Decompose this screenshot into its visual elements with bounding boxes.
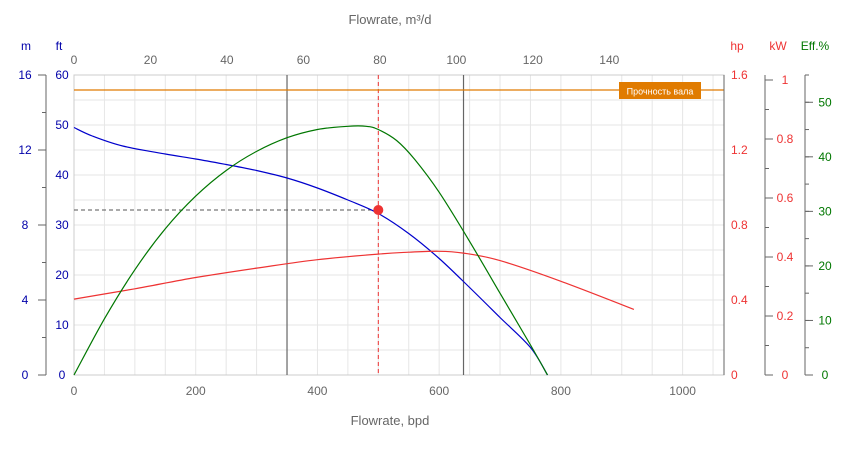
y-axis-label-hp: hp bbox=[730, 39, 744, 53]
y-axis-hp-tick-label: 1.6 bbox=[731, 68, 748, 82]
operating-boundaries bbox=[74, 75, 724, 375]
bottom-axis-title: Flowrate, bpd bbox=[351, 413, 430, 428]
y-axis-kw-tick-label: 0.4 bbox=[777, 250, 794, 264]
x-top-tick-label: 40 bbox=[220, 53, 234, 67]
y-axis-hp-tick-label: 0.8 bbox=[731, 218, 748, 232]
x-bottom-tick-label: 400 bbox=[307, 384, 327, 398]
y-axis-kw-tick-label: 0.2 bbox=[777, 309, 794, 323]
y-axis-m-tick-label: 16 bbox=[18, 68, 32, 82]
y-axis-kw-tick-label: 0 bbox=[782, 368, 789, 382]
x-top-tick-label: 80 bbox=[373, 53, 387, 67]
x-bottom-tick-label: 200 bbox=[186, 384, 206, 398]
y-axis-kw-tick-label: 0.6 bbox=[777, 191, 794, 205]
svg-text:Прочность вала: Прочность вала bbox=[627, 87, 694, 97]
y-axis-label-m: m bbox=[21, 39, 31, 53]
x-top-tick-label: 0 bbox=[71, 53, 78, 67]
shaft-limit-label: Прочность вала bbox=[619, 82, 701, 99]
y-axis-kw-tick-label: 1 bbox=[782, 73, 789, 87]
y-axis-ft-tick-label: 40 bbox=[55, 168, 69, 182]
y-axis-ft-tick-label: 20 bbox=[55, 268, 69, 282]
x-bottom-tick-label: 0 bbox=[71, 384, 78, 398]
top-axis-title: Flowrate, m³/d bbox=[348, 12, 431, 27]
x-bottom-tick-label: 800 bbox=[551, 384, 571, 398]
y-axis-eff-tick-label: 40 bbox=[818, 150, 832, 164]
x-top-tick-label: 120 bbox=[523, 53, 543, 67]
x-bottom-tick-label: 1000 bbox=[669, 384, 696, 398]
y-axis-eff-tick-label: 20 bbox=[818, 259, 832, 273]
y-axis-m-tick-label: 8 bbox=[22, 218, 29, 232]
y-axis-hp-tick-label: 1.2 bbox=[731, 143, 748, 157]
y-axis-label-kw: kW bbox=[769, 39, 787, 53]
y-axis-kw-tick-label: 0.8 bbox=[777, 132, 794, 146]
efficiency-curve bbox=[73, 125, 549, 376]
head-curve bbox=[73, 126, 549, 376]
power-curve bbox=[73, 250, 635, 310]
y-axis-eff-tick-label: 10 bbox=[818, 313, 832, 327]
x-bottom-tick-label: 600 bbox=[429, 384, 449, 398]
y-axis-ft-tick-label: 0 bbox=[59, 368, 66, 382]
x-top-tick-label: 60 bbox=[297, 53, 311, 67]
y-axis-ft-tick-label: 30 bbox=[55, 218, 69, 232]
y-axis-m-tick-label: 12 bbox=[18, 143, 32, 157]
y-axis-m-tick-label: 0 bbox=[22, 368, 29, 382]
y-axis-hp-tick-label: 0 bbox=[731, 368, 738, 382]
y-axis-label-ft: ft bbox=[56, 39, 63, 53]
y-axis-ft-tick-label: 50 bbox=[55, 118, 69, 132]
y-axis-eff-tick-label: 30 bbox=[818, 204, 832, 218]
series-lines bbox=[73, 125, 635, 376]
y-axis-eff-tick-label: 50 bbox=[818, 95, 832, 109]
y-axis-m-tick-label: 4 bbox=[22, 293, 29, 307]
operating-point-marker[interactable] bbox=[373, 205, 384, 215]
y-axis-label-eff: Eff.% bbox=[801, 39, 830, 53]
grid bbox=[73, 74, 725, 376]
y-axis-ft-tick-label: 60 bbox=[55, 68, 69, 82]
x-top-tick-label: 20 bbox=[144, 53, 158, 67]
y-axis-hp-tick-label: 0.4 bbox=[731, 293, 748, 307]
y-axis-ft-tick-label: 10 bbox=[55, 318, 69, 332]
x-top-tick-label: 100 bbox=[446, 53, 466, 67]
x-top-tick-label: 140 bbox=[599, 53, 619, 67]
y-axis-eff-tick-label: 0 bbox=[822, 368, 829, 382]
